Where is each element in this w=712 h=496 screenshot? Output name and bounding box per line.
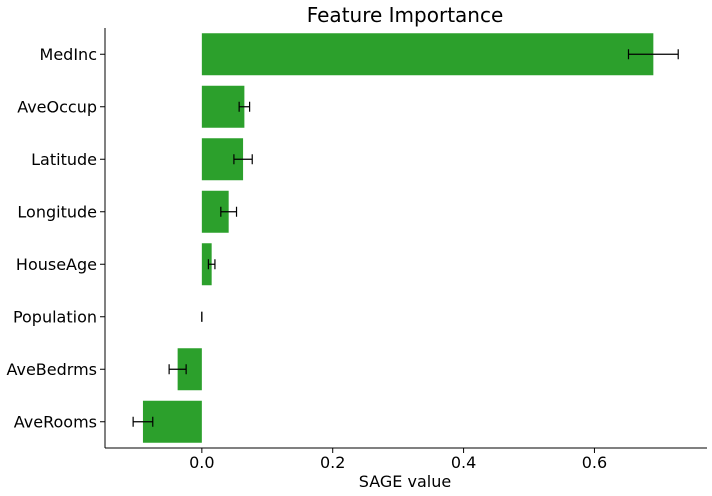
chart-title: Feature Importance	[307, 3, 504, 27]
y-tick-label: Longitude	[17, 202, 97, 221]
y-tick-label: MedInc	[40, 45, 97, 64]
x-tick-label: 0.0	[189, 453, 214, 472]
error-bar-averooms	[132, 416, 154, 427]
error-bar-aveoccup	[238, 101, 251, 112]
y-ticks-group: MedInc AveOccup Latitude Longitude HouseAge P…	[6, 45, 105, 431]
y-tick-label: AveOccup	[17, 97, 97, 116]
x-ticks-group: 0.0 0.2 0.4 0.6	[189, 448, 607, 472]
bar-aveoccup	[201, 85, 245, 128]
y-tick-label: HouseAge	[16, 255, 97, 274]
y-tick-label: Population	[13, 307, 97, 326]
error-bar-houseage	[207, 259, 216, 270]
error-bar-avebedrms	[168, 364, 187, 375]
bar-houseage	[201, 243, 212, 286]
x-axis-label: SAGE value	[359, 472, 451, 491]
bars-group	[142, 33, 654, 443]
y-tick-label: AveRooms	[14, 412, 97, 431]
x-tick-label: 0.6	[582, 453, 607, 472]
error-bars-group	[132, 49, 679, 427]
bar-medinc	[201, 33, 654, 76]
error-bar-longitude	[220, 206, 238, 217]
y-tick-label: Latitude	[31, 150, 97, 169]
y-tick-label: AveBedrms	[6, 360, 97, 379]
error-bar-medinc	[627, 49, 679, 60]
x-tick-label: 0.4	[451, 453, 476, 472]
error-bar-latitude	[233, 154, 253, 165]
x-tick-label: 0.2	[320, 453, 345, 472]
